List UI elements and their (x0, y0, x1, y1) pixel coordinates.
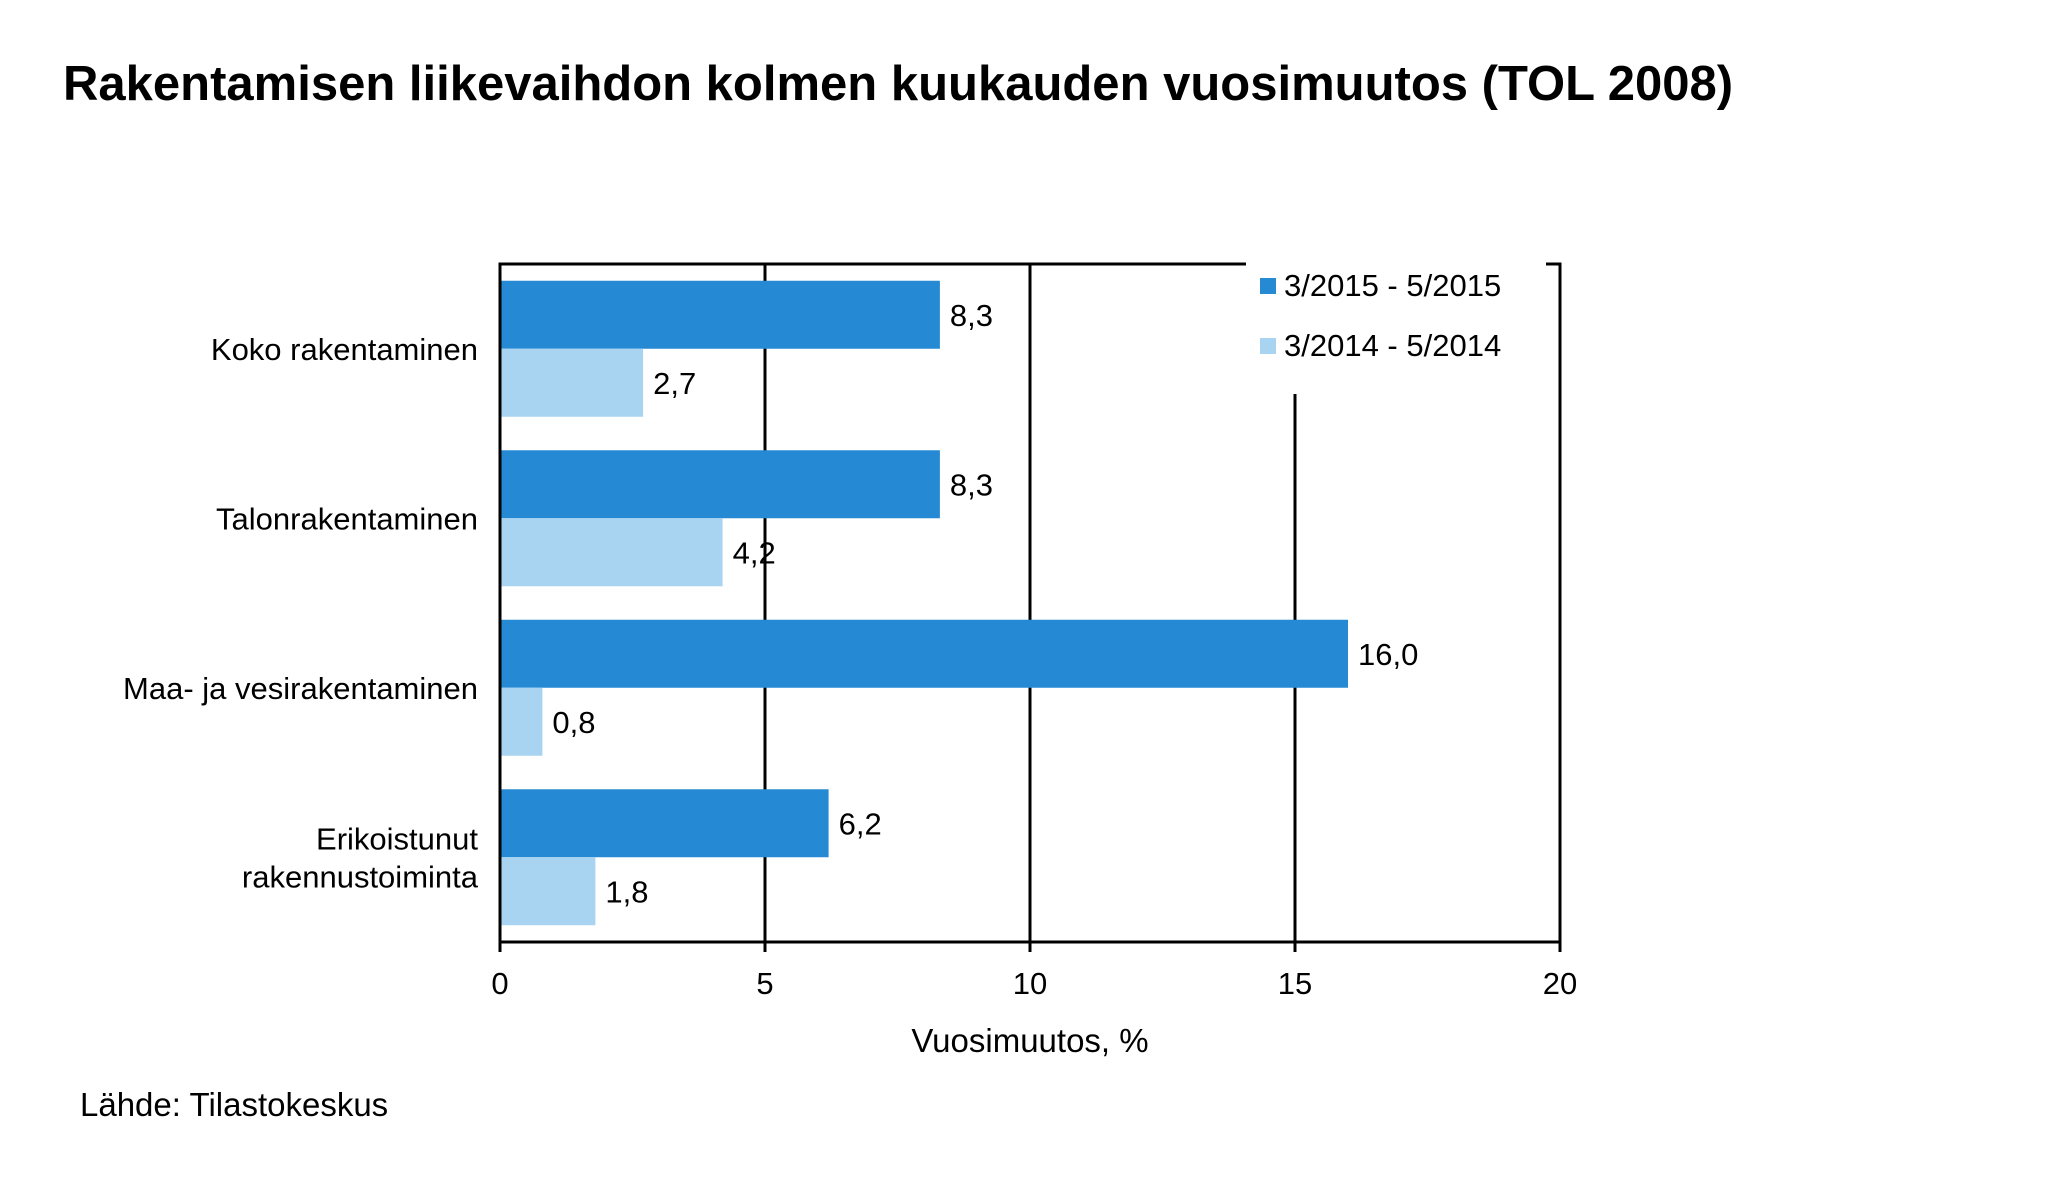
chart-title: Rakentamisen liikevaihdon kolmen kuukaud… (63, 57, 1734, 111)
data-label: 1,8 (605, 874, 648, 909)
category-label: Maa- ja vesirakentaminen (123, 671, 478, 706)
category-label: rakennustoiminta (242, 859, 479, 894)
x-tick-label: 10 (1013, 966, 1047, 1001)
bar (500, 450, 940, 519)
bar (500, 518, 723, 587)
legend: 3/2015 - 5/2015 3/2014 - 5/2014 (1246, 260, 1546, 394)
bar (500, 687, 543, 756)
category-label: Erikoistunut (316, 821, 478, 856)
value-axis-ticks: 0 5 10 15 20 (491, 942, 1577, 1001)
category-label: Talonrakentaminen (216, 501, 478, 536)
data-label: 2,7 (653, 366, 696, 401)
data-label: 0,8 (552, 705, 595, 740)
data-label: 16,0 (1358, 637, 1418, 672)
x-tick-label: 20 (1543, 966, 1577, 1001)
legend-swatch (1260, 278, 1276, 294)
legend-background (1246, 260, 1546, 394)
x-tick-label: 5 (756, 966, 773, 1001)
bar (500, 348, 644, 417)
category-axis-labels: Koko rakentaminen Talonrakentaminen Maa- j… (123, 332, 479, 895)
x-axis-title: Vuosimuutos, % (911, 1022, 1148, 1059)
category-label: Koko rakentaminen (211, 332, 478, 367)
bar (500, 789, 829, 858)
bar (500, 857, 596, 926)
legend-swatch (1260, 338, 1276, 354)
data-label: 6,2 (839, 806, 882, 841)
bar (500, 280, 940, 349)
x-tick-label: 15 (1278, 966, 1312, 1001)
data-label: 8,3 (950, 467, 993, 502)
bars (500, 280, 1348, 926)
data-label: 4,2 (733, 535, 776, 570)
source-note: Lähde: Tilastokeskus (80, 1086, 389, 1123)
x-tick-label: 0 (491, 966, 508, 1001)
legend-label: 3/2015 - 5/2015 (1284, 268, 1501, 303)
data-label: 8,3 (950, 298, 993, 333)
legend-label: 3/2014 - 5/2014 (1284, 328, 1501, 363)
data-labels: 8,3 2,7 8,3 4,2 16,0 0,8 6,2 1,8 (552, 298, 1418, 910)
bar (500, 619, 1348, 688)
